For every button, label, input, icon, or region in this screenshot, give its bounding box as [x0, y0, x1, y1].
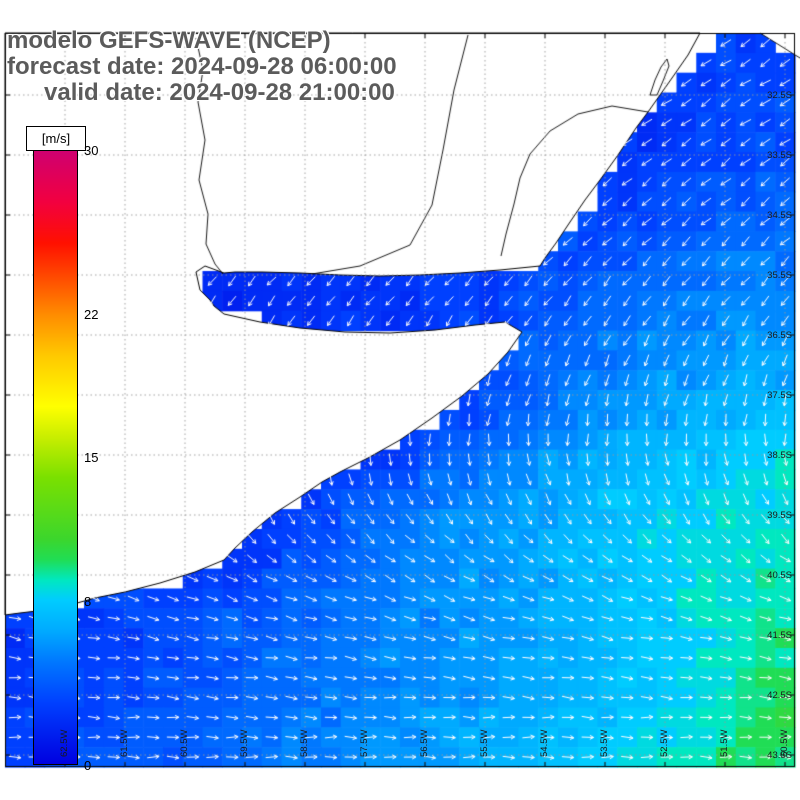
longitude-label: 61.5W	[119, 729, 130, 757]
latitude-label: 43.5S	[767, 750, 792, 761]
longitude-label: 59.5W	[239, 729, 250, 757]
longitude-label: 53.5W	[599, 729, 610, 757]
longitude-label: 60.5W	[179, 729, 190, 757]
colorbar	[33, 150, 78, 765]
valid-date-line: valid date: 2024-09-28 21:00:00	[44, 79, 395, 106]
latitude-label: 39.5S	[767, 510, 792, 521]
latitude-label: 40.5S	[767, 570, 792, 581]
model-title: modelo GEFS-WAVE (NCEP)	[7, 27, 331, 54]
latitude-label: 36.5S	[767, 330, 792, 341]
latitude-label: 42.5S	[767, 690, 792, 701]
longitude-label: 54.5W	[539, 729, 550, 757]
latitude-label: 34.5S	[767, 210, 792, 221]
longitude-label: 51.5W	[719, 729, 730, 757]
longitude-label: 58.5W	[299, 729, 310, 757]
latitude-label: 41.5S	[767, 630, 792, 641]
forecast-date-line: forecast date: 2024-09-28 06:00:00	[7, 53, 397, 80]
colorbar-tick-label: 0	[84, 757, 92, 773]
colorbar-tick-label: 8	[84, 593, 92, 609]
longitude-label: 62.5W	[59, 729, 70, 757]
longitude-label: 55.5W	[479, 729, 490, 757]
latitude-label: 32.5S	[767, 90, 792, 101]
longitude-label: 56.5W	[419, 729, 430, 757]
colorbar-tick-label: 30	[84, 142, 99, 158]
latitude-label: 38.5S	[767, 450, 792, 461]
colorbar-tick-label: 22	[84, 306, 99, 322]
colorbar-tick-label: 15	[84, 450, 99, 465]
latitude-label: 37.5S	[767, 390, 792, 401]
longitude-label: 52.5W	[659, 729, 670, 757]
latitude-label: 35.5S	[767, 270, 792, 281]
longitude-label: 57.5W	[359, 729, 370, 757]
longitude-label: 50.5W	[779, 729, 790, 757]
latitude-label: 33.5S	[767, 150, 792, 161]
colorbar-unit-label: [m/s]	[26, 126, 86, 151]
